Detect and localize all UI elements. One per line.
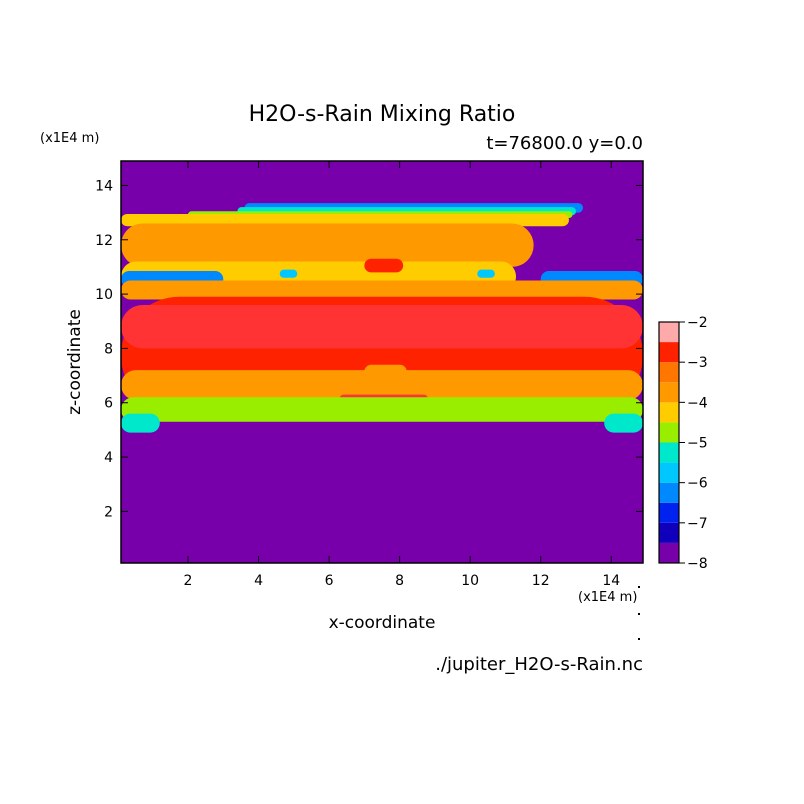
contour-middle-orange-band	[121, 280, 643, 300]
colorbar-swatch	[659, 522, 679, 543]
y-tick-label: 4	[104, 450, 113, 466]
colorbar-swatch	[659, 342, 679, 363]
colorbar-swatch	[659, 542, 679, 563]
colorbar-tick-label: −6	[687, 476, 708, 492]
contour-left-lower-blob	[121, 413, 160, 433]
source-file-label: ./jupiter_H2O-s-Rain.nc	[435, 654, 643, 675]
x-tick-label: 8	[395, 573, 404, 589]
contour-upper-yellow	[121, 213, 569, 227]
y-axis: 2 4 6 8 10 12 14	[95, 178, 643, 520]
contour-right-lower-blob	[604, 413, 643, 433]
y-tick-label: 8	[104, 341, 113, 357]
plot-area	[120, 160, 644, 564]
colorbar-swatch	[659, 402, 679, 423]
x-tick-label: 10	[461, 573, 479, 589]
y-tick-label: 14	[95, 178, 113, 194]
contour-lower-fringe	[121, 397, 643, 422]
chart-title: H2O-s-Rain Mixing Ratio	[249, 102, 516, 127]
x-tick-label: 6	[325, 573, 334, 589]
plot-frame	[120, 160, 644, 564]
colorbar-swatch	[659, 502, 679, 523]
colorbar-tick-label: −3	[687, 355, 708, 371]
scroll-mark	[638, 613, 640, 615]
x-tick-label: 2	[184, 573, 193, 589]
colorbar-tick-label: −4	[687, 395, 708, 411]
colorbar-swatch	[659, 322, 679, 343]
contour-right-eye-blue	[477, 269, 495, 278]
colorbar-tick-label: −7	[687, 516, 708, 532]
colorbar-swatch	[659, 422, 679, 443]
x-tick-label: 4	[254, 573, 263, 589]
contour-top-red-spot	[364, 258, 404, 273]
y-axis-label: z-coordinate	[65, 309, 85, 415]
colorbar-swatch	[659, 442, 679, 463]
x-tick-label: 12	[532, 573, 550, 589]
colorbar: −2 −3 −4 −5 −6 −7 −8	[658, 315, 708, 572]
contour-lower-orange-lobes	[121, 370, 643, 401]
chart-subtitle: t=76800.0 y=0.0	[486, 133, 643, 154]
colorbar-tick-label: −5	[687, 436, 708, 452]
y-tick-label: 6	[104, 396, 113, 412]
scroll-marks	[638, 586, 640, 640]
x-axis-label: x-coordinate	[329, 613, 436, 633]
y-tick-label: 2	[104, 504, 113, 520]
contour-center-orange-spot	[364, 364, 407, 379]
colorbar-swatch	[659, 362, 679, 383]
contour-left-eye-blue	[279, 269, 298, 278]
colorbar-swatch	[659, 482, 679, 503]
scroll-mark	[638, 586, 640, 588]
x-axis: 2 4 6 8 10 12 14	[184, 161, 620, 589]
contour-core	[121, 304, 643, 349]
y-tick-label: 10	[95, 287, 113, 303]
colorbar-tick-label: −8	[687, 556, 708, 572]
y-unit-label: (x1E4 m)	[40, 131, 99, 146]
colorbar-swatch	[659, 382, 679, 403]
y-tick-label: 12	[95, 233, 113, 249]
colorbar-tick-label: −2	[687, 315, 708, 331]
contour-field	[121, 161, 643, 563]
scroll-mark	[638, 638, 640, 640]
x-unit-label: (x1E4 m)	[578, 590, 637, 605]
contour-upper-orange-band	[121, 223, 534, 267]
colorbar-swatch	[659, 462, 679, 483]
x-tick-label: 14	[602, 573, 620, 589]
